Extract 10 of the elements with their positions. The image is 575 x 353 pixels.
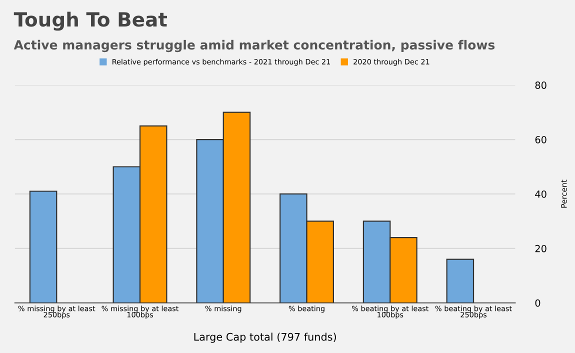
y-tick-label: 0 xyxy=(535,299,540,307)
y-tick-label: 20 xyxy=(535,244,546,252)
bar xyxy=(446,258,474,303)
y-tick-label: 80 xyxy=(535,82,546,89)
chart-subtitle: Active managers struggle amid market concentration, passive flows xyxy=(14,40,495,52)
chart-title: Tough To Beat xyxy=(14,12,168,31)
y-tick-label: 40 xyxy=(535,190,546,198)
bar xyxy=(29,190,58,303)
y-tick-label: 60 xyxy=(535,136,546,144)
x-axis-title: Large Cap total (797 funds) xyxy=(194,332,336,343)
